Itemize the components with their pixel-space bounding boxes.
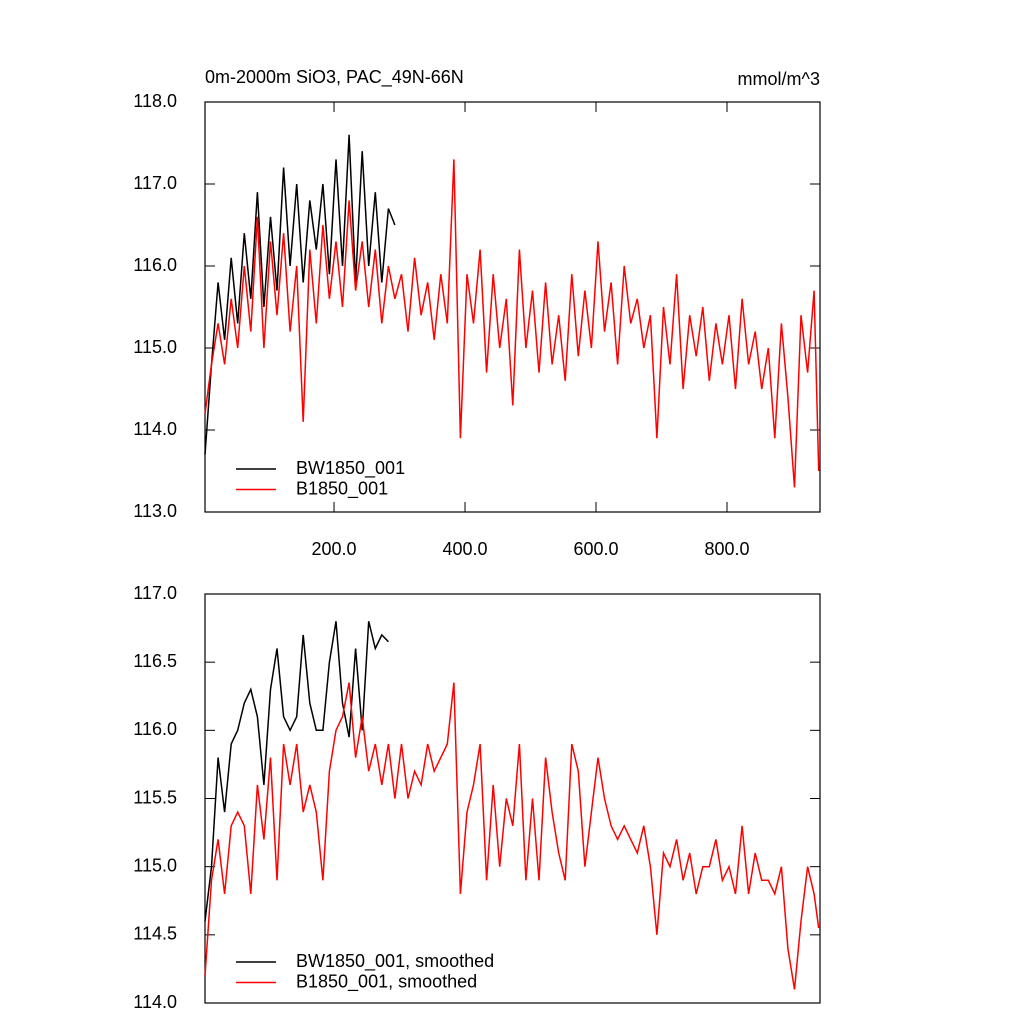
units-label: mmol/m^3 — [738, 69, 820, 89]
y-tick-label: 114.5 — [133, 924, 177, 944]
y-tick-label: 115.0 — [133, 855, 177, 875]
legend-label: BW1850_001 — [296, 458, 405, 479]
series-line — [204, 134, 396, 455]
series-line — [204, 621, 389, 922]
y-tick-label: 117.0 — [133, 173, 177, 193]
legend-label: B1850_001, smoothed — [296, 971, 477, 992]
y-tick-label: 114.0 — [133, 992, 177, 1012]
plot-frame — [204, 101, 821, 513]
y-tick-label: 115.0 — [133, 337, 177, 357]
x-tick-label: 200.0 — [312, 539, 357, 559]
legend-label: BW1850_001, smoothed — [296, 951, 494, 972]
chart-title: 0m-2000m SiO3, PAC_49N-66N — [205, 67, 464, 88]
y-tick-label: 115.5 — [133, 787, 177, 807]
plot-frame — [204, 593, 821, 1004]
y-tick-label: 116.0 — [133, 255, 177, 275]
y-tick-label: 114.0 — [133, 419, 177, 439]
series-line — [204, 682, 820, 990]
y-tick-label: 117.0 — [133, 583, 177, 603]
x-tick-label: 600.0 — [573, 539, 618, 559]
y-tick-label: 116.5 — [133, 651, 177, 671]
x-tick-label: 800.0 — [704, 539, 749, 559]
legend-label: B1850_001 — [296, 478, 388, 499]
y-tick-label: 113.0 — [133, 501, 177, 521]
y-tick-label: 116.0 — [133, 719, 177, 739]
x-tick-label: 400.0 — [442, 539, 487, 559]
y-tick-label: 118.0 — [133, 91, 177, 111]
series-line — [204, 159, 820, 488]
